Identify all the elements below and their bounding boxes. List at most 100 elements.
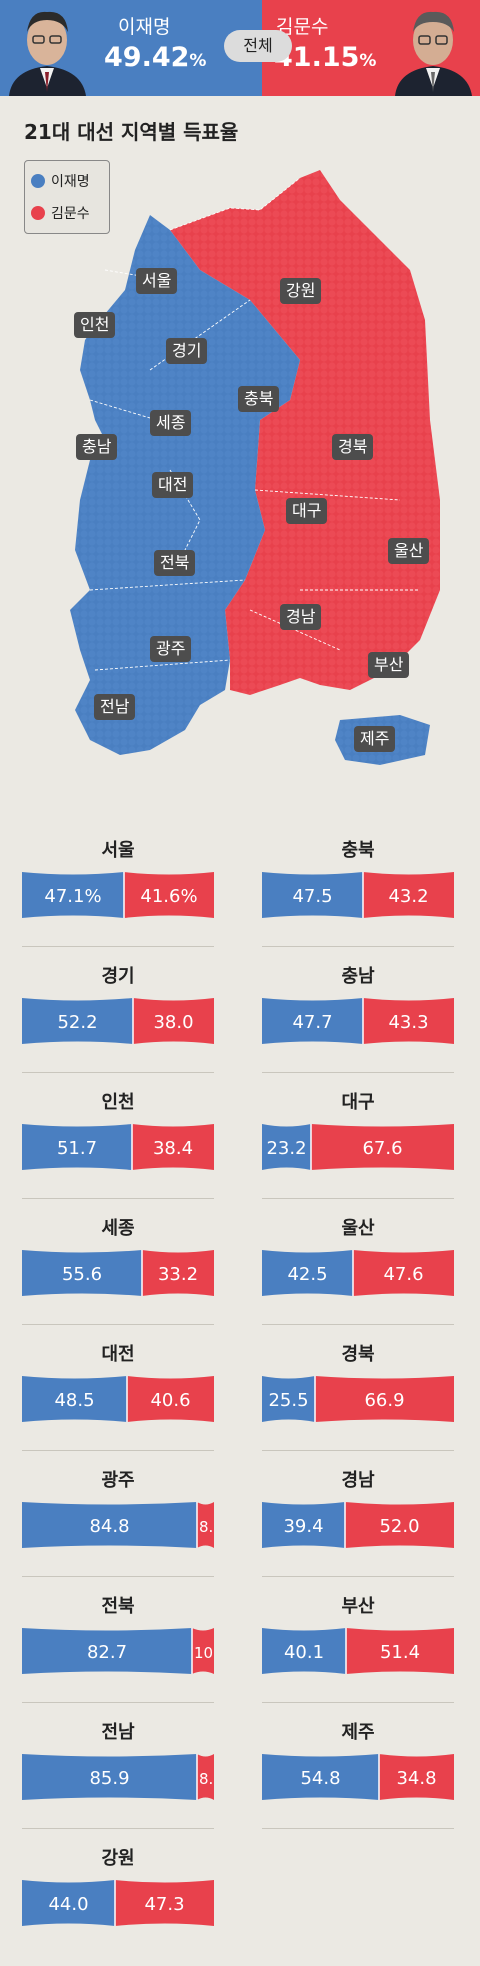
- lee-pct-label: 47.5: [292, 886, 332, 907]
- lee-pct-label: 39.4: [283, 1516, 323, 1537]
- lee-bar-segment: [22, 1628, 192, 1674]
- divider: [262, 1324, 454, 1325]
- lee-bar-segment: [22, 1376, 127, 1422]
- region-name: 제주: [341, 1722, 375, 1743]
- lee-bar-segment: [262, 1628, 346, 1674]
- kim-pct-label: 8.0: [199, 1518, 214, 1536]
- divider: [22, 1576, 214, 1577]
- region-bar: 23.2 67.6: [262, 1124, 454, 1170]
- divider: [22, 1828, 214, 1829]
- region-name: 인천: [101, 1092, 135, 1113]
- region-name: 충북: [341, 840, 375, 861]
- lee-pct-label: 44.0: [48, 1894, 88, 1915]
- divider: [22, 946, 214, 947]
- kim-bar-segment: [379, 1754, 454, 1800]
- region-name: 서울: [101, 840, 135, 861]
- region-card: 충남 47.7 43.3: [262, 962, 472, 1054]
- region-card: 경북 25.5 66.9: [262, 1340, 472, 1432]
- lee-bar-segment: [262, 1502, 345, 1548]
- kim-pct-label: 8.5: [199, 1770, 214, 1788]
- kim-pct-label: 38.4: [153, 1138, 193, 1159]
- region-card: 강원 44.0 47.3: [22, 1844, 232, 1936]
- region-bar: 52.2 38.0: [22, 998, 214, 1044]
- region-bar: 40.1 51.4: [262, 1628, 454, 1674]
- divider: [262, 1072, 454, 1073]
- lee-bar-segment: [262, 872, 363, 918]
- region-bar: 82.7 10.9: [22, 1628, 214, 1674]
- map-label-sejong: 세종: [150, 410, 192, 436]
- kim-name: 김문수: [276, 16, 329, 38]
- map-label-gyeonggi: 경기: [166, 338, 208, 364]
- kim-pct-label: 38.0: [153, 1012, 193, 1033]
- lee-pct-label: 47.1%: [44, 886, 101, 907]
- legend-lee: 이재명: [31, 171, 90, 191]
- lee-bar-segment: [22, 1880, 115, 1926]
- map-label-gangwon: 강원: [280, 278, 322, 304]
- region-bar: 54.8 34.8: [262, 1754, 454, 1800]
- kim-pct-label: 66.9: [364, 1390, 404, 1411]
- lee-pct-label: 85.9: [89, 1768, 129, 1789]
- region-name: 전북: [101, 1596, 135, 1617]
- region-bar: 42.5 47.6: [262, 1250, 454, 1296]
- kim-pct-label: 41.6%: [140, 886, 197, 907]
- region-card: 광주 84.8 8.0: [22, 1466, 232, 1558]
- map-label-incheon: 인천: [74, 312, 116, 338]
- map-label-busan: 부산: [368, 652, 410, 678]
- kim-pct-label: 10.9: [194, 1644, 214, 1662]
- map-label-jeju: 제주: [354, 726, 396, 752]
- region-name: 경기: [101, 966, 135, 987]
- region-card: 충북 47.5 43.2: [262, 836, 472, 928]
- region-bar: 48.5 40.6: [22, 1376, 214, 1422]
- region-card: 전북 82.7 10.9: [22, 1592, 232, 1684]
- lee-pct-label: 55.6: [62, 1264, 102, 1285]
- lee-pct-label: 47.7: [292, 1012, 332, 1033]
- divider: [22, 1198, 214, 1199]
- kim-bar-segment: [346, 1628, 454, 1674]
- red-dot-icon: [31, 206, 45, 220]
- region-bar: 84.8 8.0: [22, 1502, 214, 1548]
- region-name: 대구: [341, 1092, 375, 1113]
- region-name: 부산: [341, 1596, 375, 1617]
- lee-bar-segment: [22, 998, 133, 1044]
- kim-bar-segment: [197, 1502, 214, 1548]
- lee-pct-label: 42.5: [287, 1264, 327, 1285]
- divider: [22, 1450, 214, 1451]
- lee-pct-label: 52.2: [57, 1012, 97, 1033]
- kim-pct-label: 47.3: [144, 1894, 184, 1915]
- region-card: 세종 55.6 33.2: [22, 1214, 232, 1306]
- kim-bar-segment: [353, 1250, 454, 1296]
- lee-total-pct: 49.42%: [104, 42, 207, 73]
- lee-bar-segment: [262, 1124, 311, 1170]
- lee-name: 이재명: [118, 16, 171, 38]
- lee-bar-segment: [22, 1250, 142, 1296]
- kim-bar-segment: [132, 1124, 214, 1170]
- blue-dot-icon: [31, 174, 45, 188]
- lee-bar-segment: [22, 1754, 197, 1800]
- kim-bar-segment: [311, 1124, 454, 1170]
- kim-bar-segment: [197, 1754, 214, 1800]
- kim-pct-label: 40.6: [150, 1390, 190, 1411]
- map-red-region: [170, 170, 440, 695]
- kim-pct-label: 67.6: [362, 1138, 402, 1159]
- region-bar: 85.9 8.5: [22, 1754, 214, 1800]
- divider: [262, 1702, 454, 1703]
- region-name: 울산: [341, 1218, 375, 1239]
- total-badge: 전체: [224, 30, 292, 62]
- divider: [262, 946, 454, 947]
- kim-bar-segment: [127, 1376, 214, 1422]
- lee-pct-label: 84.8: [89, 1516, 129, 1537]
- region-bar: 47.7 43.3: [262, 998, 454, 1044]
- divider: [22, 1324, 214, 1325]
- map-label-jeonnam: 전남: [94, 694, 136, 720]
- region-bar: 44.0 47.3: [22, 1880, 214, 1926]
- map-label-gwangju: 광주: [150, 636, 192, 662]
- lee-pct-label: 40.1: [284, 1642, 324, 1663]
- lee-bar-segment: [262, 1754, 379, 1800]
- kim-pct-label: 47.6: [383, 1264, 423, 1285]
- lee-bar-segment: [22, 872, 124, 918]
- region-name: 경북: [341, 1344, 375, 1365]
- region-name: 경남: [341, 1470, 375, 1491]
- region-bar: 47.1% 41.6%: [22, 872, 214, 918]
- map-label-seoul: 서울: [136, 268, 178, 294]
- kim-bar-segment: [142, 1250, 214, 1296]
